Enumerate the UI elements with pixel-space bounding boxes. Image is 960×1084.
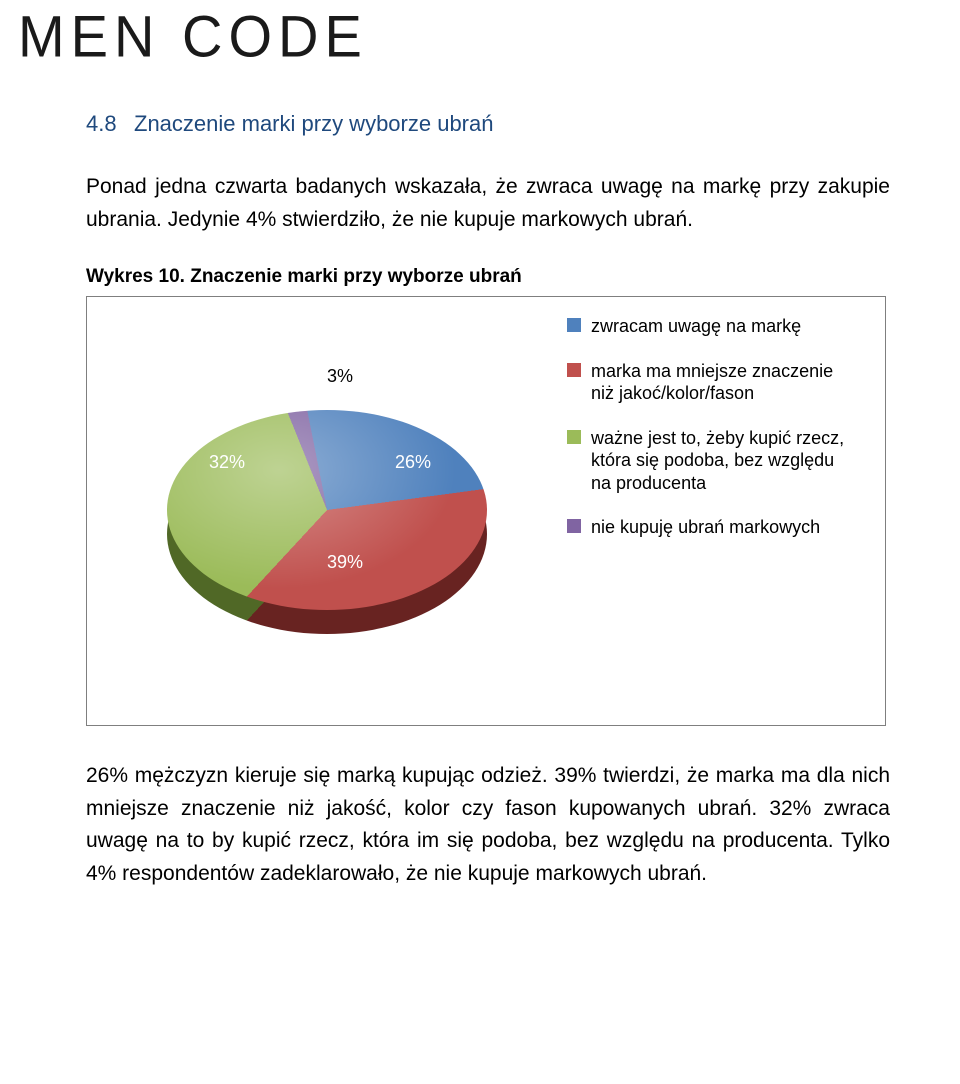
- legend-label: zwracam uwagę na markę: [591, 315, 801, 338]
- chart-legend: zwracam uwagę na markę marka ma mniejsze…: [567, 315, 857, 539]
- slice-label-red: 39%: [327, 552, 363, 573]
- section-heading: 4.8Znaczenie marki przy wyborze ubrań: [86, 111, 890, 137]
- slice-label-purple: 3%: [327, 366, 353, 387]
- legend-label: nie kupuję ubrań markowych: [591, 516, 820, 539]
- legend-swatch-icon: [567, 519, 581, 533]
- legend-item: zwracam uwagę na markę: [567, 315, 857, 338]
- legend-item: ważne jest to, żeby kupić rzecz, która s…: [567, 427, 857, 495]
- legend-swatch-icon: [567, 318, 581, 332]
- pie-graphic: 3% 26% 39% 32%: [127, 382, 527, 662]
- legend-label: marka ma mniejsze znaczenie niż jakoć/ko…: [591, 360, 857, 405]
- pie-face: [167, 410, 487, 610]
- legend-swatch-icon: [567, 430, 581, 444]
- pie-chart: 3% 26% 39% 32% zwracam uwagę na markę ma…: [86, 296, 886, 726]
- section-title: Znaczenie marki przy wyborze ubrań: [134, 111, 493, 136]
- document-body: 4.8Znaczenie marki przy wyborze ubrań Po…: [0, 111, 960, 890]
- slice-label-green: 32%: [209, 452, 245, 473]
- intro-paragraph: Ponad jedna czwarta badanych wskazała, ż…: [86, 171, 890, 236]
- brand-logo: MEN CODE: [0, 0, 960, 91]
- slice-label-blue: 26%: [395, 452, 431, 473]
- legend-label: ważne jest to, żeby kupić rzecz, która s…: [591, 427, 857, 495]
- section-number: 4.8: [86, 111, 134, 137]
- analysis-paragraph: 26% mężczyzn kieruje się marką kupując o…: [86, 760, 890, 890]
- legend-swatch-icon: [567, 363, 581, 377]
- chart-caption: Wykres 10. Znaczenie marki przy wyborze …: [86, 266, 890, 288]
- legend-item: marka ma mniejsze znaczenie niż jakoć/ko…: [567, 360, 857, 405]
- legend-item: nie kupuję ubrań markowych: [567, 516, 857, 539]
